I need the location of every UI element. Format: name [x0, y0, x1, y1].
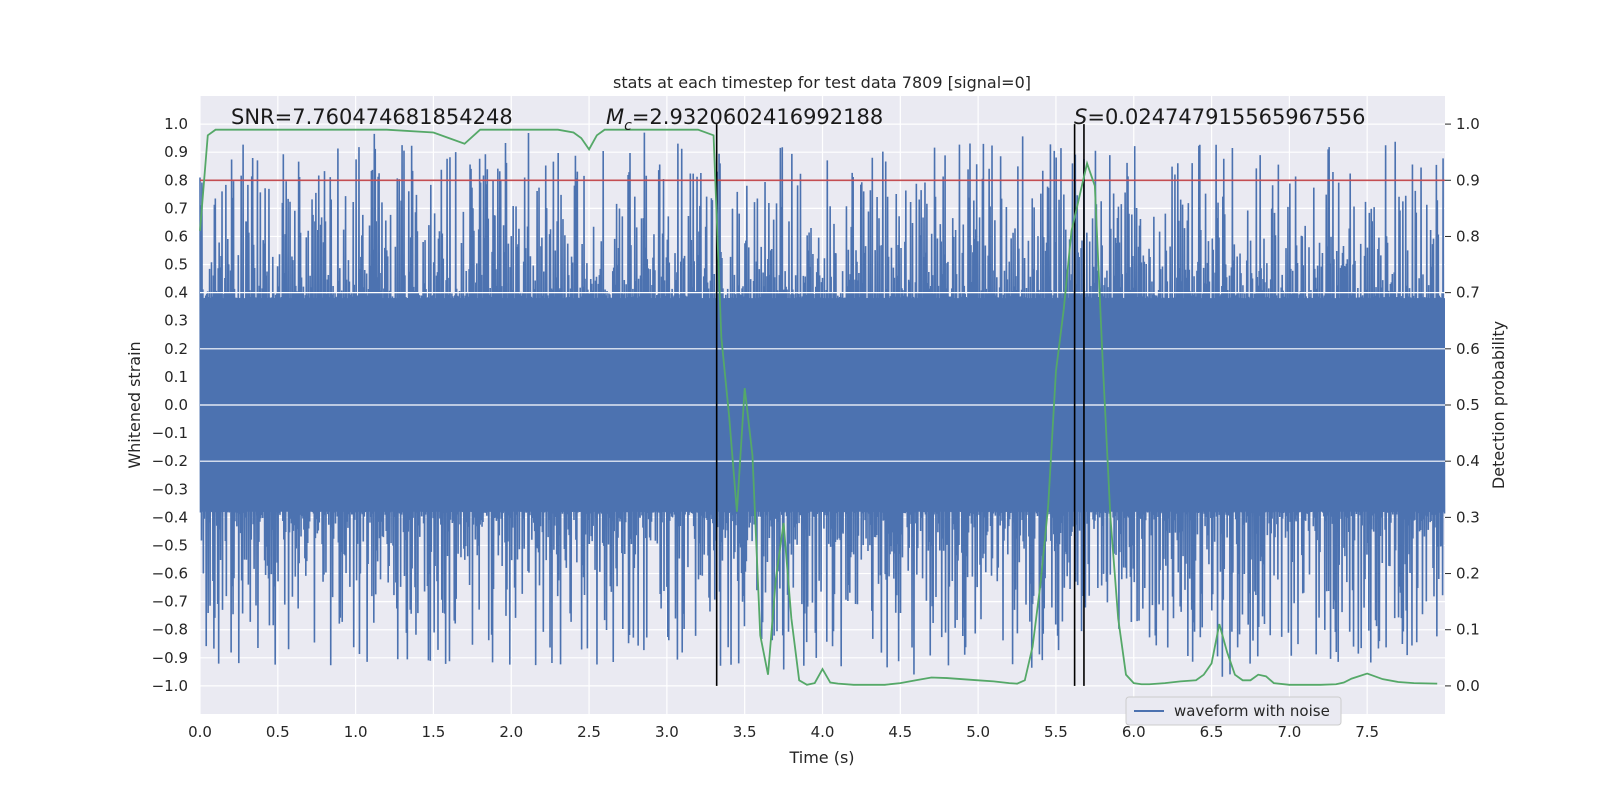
- x-axis-label: Time (s): [788, 748, 854, 767]
- chart-title: stats at each timestep for test data 780…: [613, 73, 1031, 92]
- snr-annotation: SNR=7.760474681854248: [231, 105, 513, 129]
- right-y-tick-label: 0.0: [1456, 677, 1480, 695]
- right-y-tick-label: 0.3: [1456, 508, 1480, 526]
- y-tick-label: −0.7: [152, 593, 188, 611]
- y-tick-label: −0.4: [152, 508, 188, 526]
- legend-entry-label: waveform with noise: [1174, 702, 1330, 720]
- strain-series-waveform-with-noise: [199, 132, 1446, 677]
- x-tick-label: 7.0: [1277, 723, 1301, 741]
- right-y-tick-label: 0.6: [1456, 340, 1480, 358]
- right-y-tick-label: 0.5: [1456, 396, 1480, 414]
- x-tick-label: 7.5: [1355, 723, 1379, 741]
- y-tick-label: −0.9: [152, 649, 188, 667]
- y-tick-label: −0.6: [152, 565, 188, 583]
- right-y-tick-label: 0.2: [1456, 565, 1480, 583]
- x-tick-label: 0.5: [266, 723, 290, 741]
- y-tick-label: −1.0: [152, 677, 188, 695]
- y-tick-label: 0.4: [164, 284, 188, 302]
- legend-box: [1125, 696, 1342, 726]
- y-tick-label: 0.7: [164, 199, 188, 217]
- x-tick-label: 0.0: [188, 723, 212, 741]
- legend: waveform with noise: [1125, 696, 1342, 726]
- s-symbol: S: [1074, 105, 1087, 129]
- x-tick-label: 2.5: [577, 723, 601, 741]
- y-tick-label: 0.2: [164, 340, 188, 358]
- y-tick-label: 0.5: [164, 256, 188, 274]
- x-tick-label: 4.5: [888, 723, 912, 741]
- x-tick-label: 5.0: [966, 723, 990, 741]
- x-tick-label: 2.0: [499, 723, 523, 741]
- s-value: =0.024747915565967556: [1087, 105, 1365, 129]
- probability-line: [199, 128, 1438, 686]
- x-tick-label: 6.0: [1122, 723, 1146, 741]
- y-tick-label: 0.8: [164, 171, 188, 189]
- y-tick-label: 0.3: [164, 312, 188, 330]
- y-tick-label: −0.3: [152, 480, 188, 498]
- strain-core: [200, 298, 1445, 507]
- mc-symbol: M: [606, 105, 624, 129]
- probability-series: [199, 128, 1438, 686]
- right-y-tick-label: 0.8: [1456, 227, 1480, 245]
- y-tick-label: −0.8: [152, 621, 188, 639]
- y-tick-label: −0.2: [152, 452, 188, 470]
- y-tick-label: −0.5: [152, 536, 188, 554]
- x-tick-label: 4.0: [811, 723, 835, 741]
- x-tick-label: 6.5: [1200, 723, 1224, 741]
- right-y-axis-label: Detection probability: [1489, 321, 1508, 489]
- y-tick-label: 0.0: [164, 396, 188, 414]
- y-axis-label: Whitened strain: [125, 341, 144, 468]
- mc-value: =2.9320602416992188: [632, 105, 883, 129]
- x-axis-ticks: 0.0 0.5 1.0 1.5 2.0 2.5 3.0 3.5 4.0 4.5 5.0 5.5 6.0 6…: [188, 723, 1379, 741]
- right-y-tick-label: 0.7: [1456, 284, 1480, 302]
- x-tick-label: 1.5: [422, 723, 446, 741]
- right-y-tick-label: 0.1: [1456, 621, 1480, 639]
- x-tick-label: 5.5: [1044, 723, 1068, 741]
- y-tick-label: 0.6: [164, 227, 188, 245]
- x-tick-label: 1.0: [344, 723, 368, 741]
- s-annotation: S=0.024747915565967556: [1074, 105, 1365, 129]
- y-axis-ticks: 1.0 0.9 0.8 0.7 0.6 0.5 0.4 0.3 0.2 0.1 0.0 −0.1 −0.…: [152, 115, 188, 695]
- y-tick-label: 1.0: [164, 115, 188, 133]
- y-tick-label: 0.9: [164, 143, 188, 161]
- x-tick-label: 3.0: [655, 723, 679, 741]
- x-tick-label: 3.5: [733, 723, 757, 741]
- mc-annotation: Mc=2.9320602416992188: [606, 105, 883, 134]
- y-tick-label: 0.1: [164, 368, 188, 386]
- mc-subscript: c: [624, 118, 632, 134]
- right-y-axis-ticks: 1.0 0.9 0.8 0.7 0.6 0.5 0.4 0.3 0.2 0.1 0.0: [1445, 115, 1480, 695]
- right-y-tick-label: 0.4: [1456, 452, 1480, 470]
- right-y-tick-label: 0.9: [1456, 171, 1480, 189]
- right-y-tick-label: 1.0: [1456, 115, 1480, 133]
- y-tick-label: −0.1: [152, 424, 188, 442]
